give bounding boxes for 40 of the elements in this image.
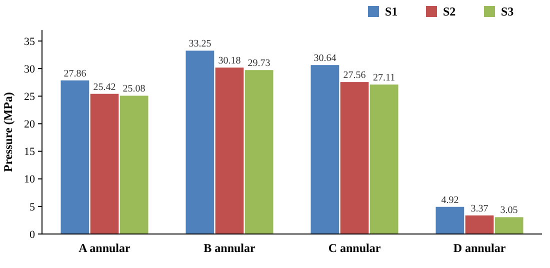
- y-tick-label: 5: [30, 201, 36, 214]
- data-label: 4.92: [441, 194, 459, 206]
- bar: [244, 70, 274, 234]
- data-label: 3.37: [470, 203, 488, 214]
- data-label: 30.18: [218, 56, 241, 67]
- data-label: 3.05: [500, 205, 518, 216]
- data-label: 33.25: [188, 38, 212, 50]
- y-tick-label: 15: [24, 146, 36, 158]
- x-tick-label: C annular: [328, 241, 382, 255]
- data-label: 25.08: [122, 84, 146, 95]
- x-tick-label: D annular: [453, 241, 506, 255]
- data-label: 29.73: [248, 58, 270, 70]
- y-tick-label: 25: [24, 91, 36, 104]
- bar: [370, 84, 398, 234]
- bar: [340, 82, 369, 234]
- data-label: 30.64: [314, 53, 336, 64]
- x-tick-label: A annular: [78, 241, 132, 255]
- x-tick-label: B annular: [204, 241, 256, 255]
- y-tick-label: 0: [30, 228, 36, 241]
- bar: [60, 80, 90, 234]
- legend-label: S3: [501, 4, 514, 19]
- y-tick-label: 35: [24, 36, 36, 48]
- bar: [436, 206, 464, 234]
- data-label: 25.42: [93, 82, 116, 93]
- data-label: 27.86: [64, 68, 86, 80]
- y-tick-label: 20: [24, 118, 36, 131]
- bar: [120, 96, 148, 234]
- data-label: 27.11: [372, 72, 396, 84]
- legend-label: S1: [385, 4, 398, 19]
- bar: [465, 215, 494, 234]
- legend-label: S2: [443, 4, 456, 19]
- data-label: 27.56: [343, 70, 366, 82]
- y-tick-label: 30: [24, 63, 36, 76]
- y-axis-title: Pressure (MPa): [1, 92, 15, 172]
- bar: [215, 68, 244, 234]
- bar: [310, 65, 340, 234]
- bar: [186, 50, 214, 234]
- bar: [90, 94, 119, 234]
- y-tick-label: 10: [24, 174, 36, 186]
- bar: [494, 217, 524, 234]
